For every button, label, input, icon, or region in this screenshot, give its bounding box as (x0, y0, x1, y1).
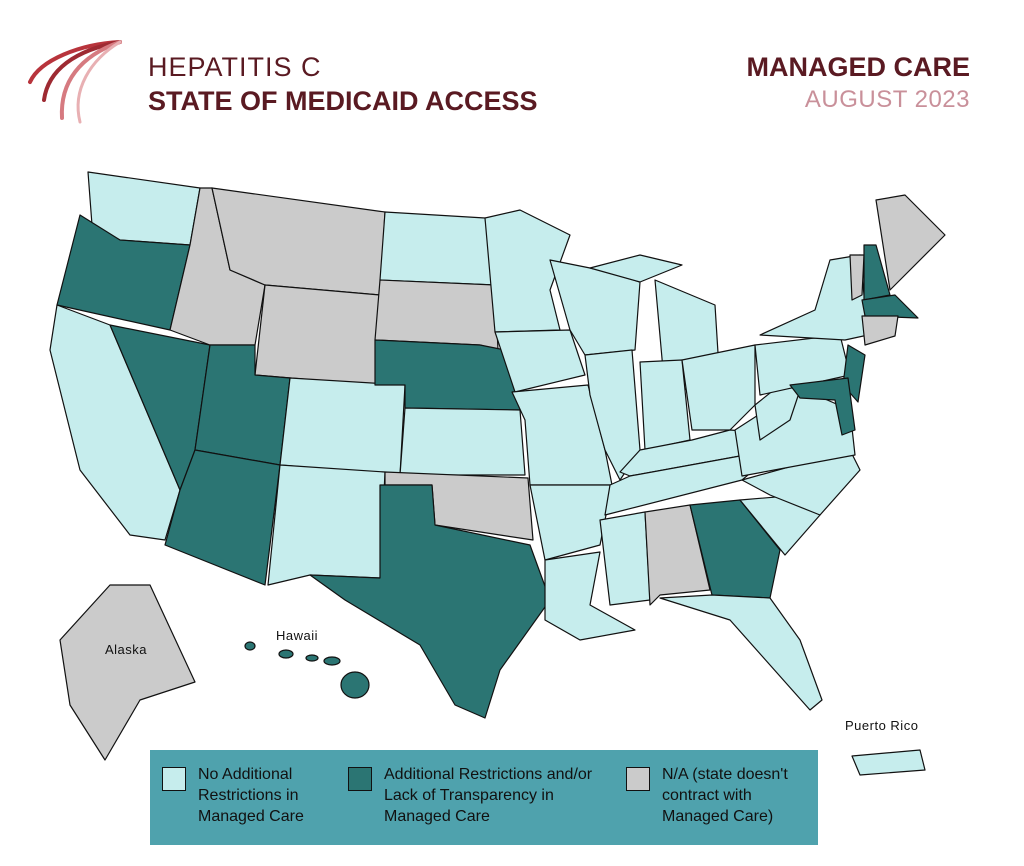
state (267, 464, 386, 586)
state (861, 315, 899, 346)
state (340, 671, 370, 699)
state (305, 654, 319, 662)
legend-label: No Additional Restrictions in Managed Ca… (198, 766, 304, 825)
state (689, 499, 781, 599)
legend-swatch (348, 767, 372, 791)
state (379, 211, 496, 286)
logo (28, 40, 122, 124)
state (589, 254, 683, 283)
state (164, 449, 281, 586)
state (863, 244, 891, 301)
legend-label: N/A (state doesn't contract with Managed… (662, 766, 788, 825)
map-label: Puerto Rico (845, 718, 919, 733)
state (544, 551, 636, 641)
state (849, 254, 865, 301)
map-label: Alaska (105, 642, 148, 657)
state (59, 584, 196, 761)
state (278, 649, 294, 659)
state (639, 359, 691, 451)
state (309, 484, 551, 719)
legend-swatch (626, 767, 650, 791)
title-line2: STATE OF MEDICAID ACCESS (148, 86, 538, 116)
state (599, 511, 651, 606)
legend-label: Additional Restrictions and/or Lack of T… (384, 766, 593, 825)
logo-arc (76, 40, 122, 124)
state (374, 279, 499, 351)
date: AUGUST 2023 (804, 86, 970, 113)
state (529, 484, 613, 561)
legend: No Additional Restrictions in Managed Ca… (150, 750, 818, 845)
state (279, 377, 406, 476)
state (244, 641, 256, 651)
state (399, 407, 526, 476)
logo-arc (42, 40, 122, 102)
legend-swatch (162, 767, 186, 791)
state (681, 344, 756, 431)
state (789, 377, 856, 436)
state (254, 284, 381, 386)
state (659, 594, 823, 711)
logo-arc (59, 40, 122, 120)
legend-item: Additional Restrictions and/or Lack of T… (348, 764, 608, 827)
state (861, 294, 919, 319)
title-line1: HEPATITIS C (148, 52, 322, 82)
state (323, 656, 341, 666)
section: MANAGED CARE (746, 52, 970, 82)
state (644, 504, 711, 606)
state (494, 329, 586, 393)
state (875, 194, 946, 291)
state (851, 749, 926, 776)
map-label: Hawaii (276, 628, 319, 643)
legend-item: No Additional Restrictions in Managed Ca… (162, 764, 332, 827)
legend-item: N/A (state doesn't contract with Managed… (626, 764, 816, 827)
